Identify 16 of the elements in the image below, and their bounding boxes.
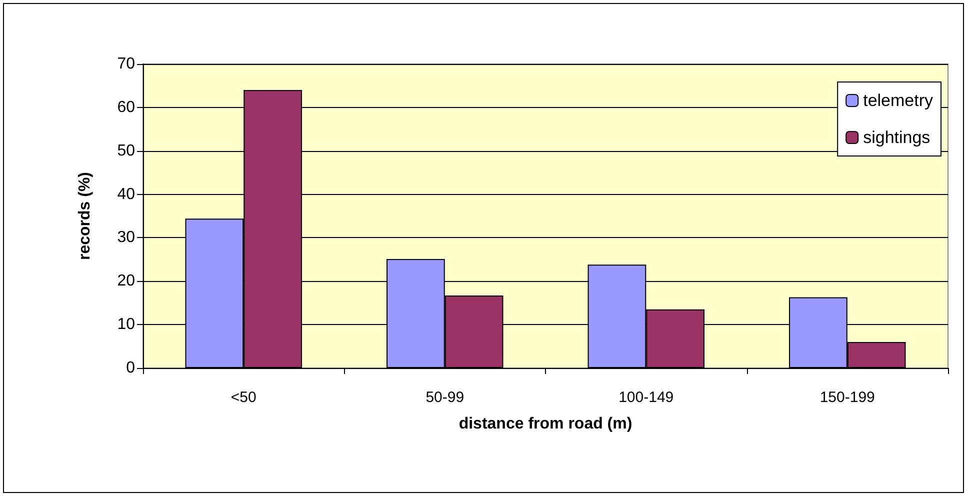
x-tick-label: <50 bbox=[230, 389, 256, 406]
legend-label: sightings bbox=[863, 128, 930, 147]
y-tick-label: 60 bbox=[117, 98, 136, 116]
y-tick-label: 30 bbox=[117, 229, 136, 246]
legend-label: telemetry bbox=[863, 91, 934, 110]
x-axis-title: distance from road (m) bbox=[458, 416, 632, 432]
x-tick-label: 150-199 bbox=[820, 389, 875, 406]
x-tick-label: 100-149 bbox=[618, 389, 674, 406]
y-tick-label: 70 bbox=[117, 56, 136, 72]
y-tick-label: 50 bbox=[117, 142, 136, 160]
y-tick-label: 20 bbox=[117, 272, 136, 290]
y-tick-label: 0 bbox=[126, 360, 136, 376]
y-axis-title: records (%) bbox=[76, 172, 94, 260]
x-tick-label: 50-99 bbox=[426, 389, 464, 406]
y-tick-label: 40 bbox=[117, 186, 136, 203]
y-tick-label: 10 bbox=[117, 316, 136, 334]
